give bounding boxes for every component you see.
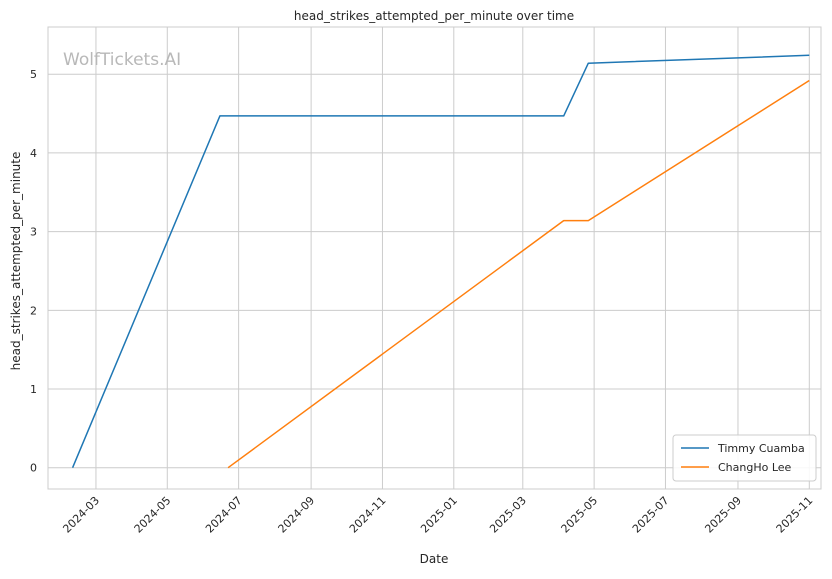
plot-frame	[47, 26, 822, 490]
y-tick-label: 4	[30, 147, 37, 160]
legend-box	[672, 434, 817, 482]
y-tick-label: 1	[30, 383, 37, 396]
legend-label-0: Timmy Cuamba	[717, 442, 805, 455]
chart-title: head_strikes_attempted_per_minute over t…	[294, 9, 574, 23]
watermark: WolfTickets.AI	[63, 50, 181, 70]
y-tick-label: 0	[30, 462, 37, 475]
x-axis-label: Date	[420, 552, 449, 566]
series-line-1	[227, 79, 810, 469]
y-tick-label: 3	[30, 226, 37, 239]
y-tick-label: 2	[30, 304, 37, 317]
series-line-0	[71, 54, 810, 468]
legend: Timmy Cuamba ChangHo Lee	[672, 434, 817, 482]
y-tick-label: 5	[30, 68, 37, 81]
legend-label-1: ChangHo Lee	[718, 461, 792, 474]
y-axis-label: head_strikes_attempted_per_minute	[9, 152, 23, 371]
